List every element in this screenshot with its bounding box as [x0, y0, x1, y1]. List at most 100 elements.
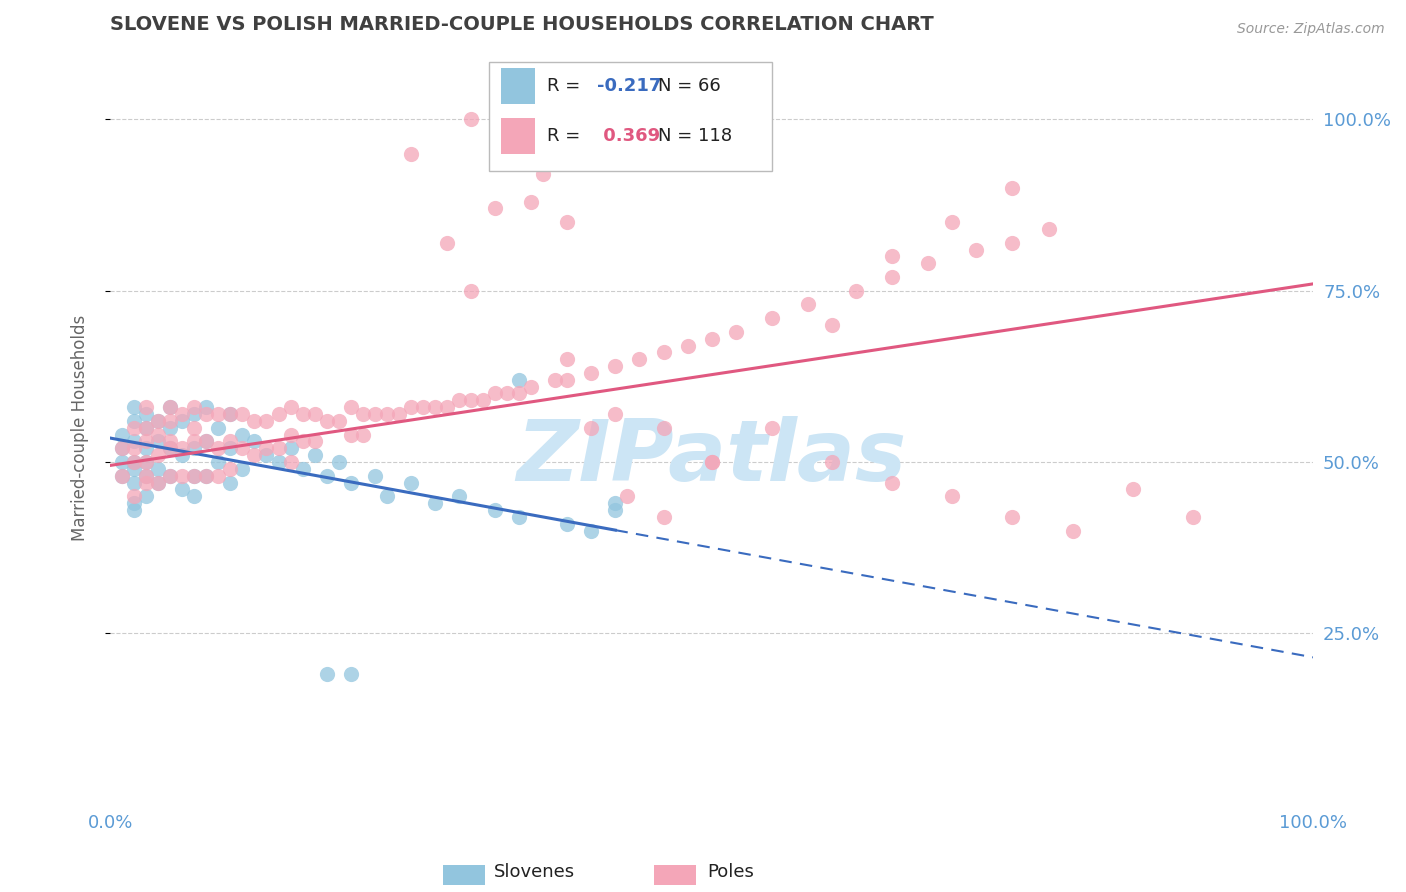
Point	[159, 442, 181, 456]
Point	[148, 427, 170, 442]
Point	[1001, 181, 1024, 195]
Text: Slovenes: Slovenes	[494, 863, 575, 881]
Point	[460, 112, 482, 127]
Text: 0.369: 0.369	[598, 127, 661, 145]
Point	[882, 249, 904, 263]
Point	[111, 442, 134, 456]
Point	[243, 414, 266, 428]
Point	[328, 455, 350, 469]
Point	[797, 297, 820, 311]
Point	[207, 442, 229, 456]
Point	[195, 468, 218, 483]
Point	[148, 414, 170, 428]
Text: ZIPatlas: ZIPatlas	[516, 417, 907, 500]
Point	[436, 235, 458, 250]
Point	[183, 442, 205, 456]
Point	[231, 427, 253, 442]
Point	[882, 270, 904, 285]
Point	[555, 373, 578, 387]
Point	[520, 379, 543, 393]
Text: N = 66: N = 66	[658, 78, 720, 95]
Point	[605, 503, 627, 517]
FancyBboxPatch shape	[501, 68, 534, 104]
Point	[364, 468, 387, 483]
Point	[172, 468, 194, 483]
Point	[484, 202, 506, 216]
Point	[148, 434, 170, 449]
Point	[544, 373, 567, 387]
Point	[700, 455, 723, 469]
Point	[159, 400, 181, 414]
Point	[280, 400, 302, 414]
Point	[508, 509, 530, 524]
Point	[315, 667, 337, 681]
Point	[304, 448, 326, 462]
Point	[965, 243, 987, 257]
Point	[700, 332, 723, 346]
Point	[652, 509, 675, 524]
Point	[219, 462, 242, 476]
Point	[159, 468, 181, 483]
Point	[135, 455, 157, 469]
Point	[1038, 222, 1060, 236]
Point	[219, 442, 242, 456]
Point	[111, 468, 134, 483]
Point	[496, 386, 519, 401]
Point	[605, 496, 627, 510]
Point	[183, 468, 205, 483]
Point	[159, 468, 181, 483]
Y-axis label: Married-couple Households: Married-couple Households	[72, 315, 89, 541]
Text: Poles: Poles	[707, 863, 755, 881]
Point	[219, 475, 242, 490]
Point	[207, 455, 229, 469]
Text: Source: ZipAtlas.com: Source: ZipAtlas.com	[1237, 22, 1385, 37]
Point	[148, 448, 170, 462]
Point	[111, 468, 134, 483]
Point	[219, 407, 242, 421]
Point	[195, 468, 218, 483]
Point	[291, 407, 314, 421]
Point	[508, 386, 530, 401]
Point	[339, 427, 361, 442]
Point	[1001, 509, 1024, 524]
Point	[122, 414, 145, 428]
Point	[555, 352, 578, 367]
Point	[135, 489, 157, 503]
Point	[135, 400, 157, 414]
Point	[315, 414, 337, 428]
Point	[183, 434, 205, 449]
Point	[291, 434, 314, 449]
Point	[436, 400, 458, 414]
Point	[423, 496, 446, 510]
Point	[821, 455, 844, 469]
Point	[243, 448, 266, 462]
Point	[135, 421, 157, 435]
Point	[484, 503, 506, 517]
Point	[280, 442, 302, 456]
Point	[135, 475, 157, 490]
Point	[724, 325, 747, 339]
Point	[447, 489, 470, 503]
Point	[207, 407, 229, 421]
Text: N = 118: N = 118	[658, 127, 731, 145]
Text: R =: R =	[547, 127, 586, 145]
Point	[581, 421, 603, 435]
Point	[700, 455, 723, 469]
Point	[219, 434, 242, 449]
Point	[531, 167, 554, 181]
Text: -0.217: -0.217	[598, 78, 662, 95]
Point	[412, 400, 434, 414]
Point	[231, 442, 253, 456]
Point	[122, 462, 145, 476]
Point	[520, 194, 543, 209]
Point	[148, 475, 170, 490]
Point	[605, 407, 627, 421]
Point	[122, 442, 145, 456]
FancyBboxPatch shape	[489, 62, 772, 171]
Point	[135, 468, 157, 483]
Point	[676, 338, 699, 352]
Point	[195, 407, 218, 421]
Point	[917, 256, 939, 270]
Point	[315, 468, 337, 483]
Point	[399, 146, 422, 161]
